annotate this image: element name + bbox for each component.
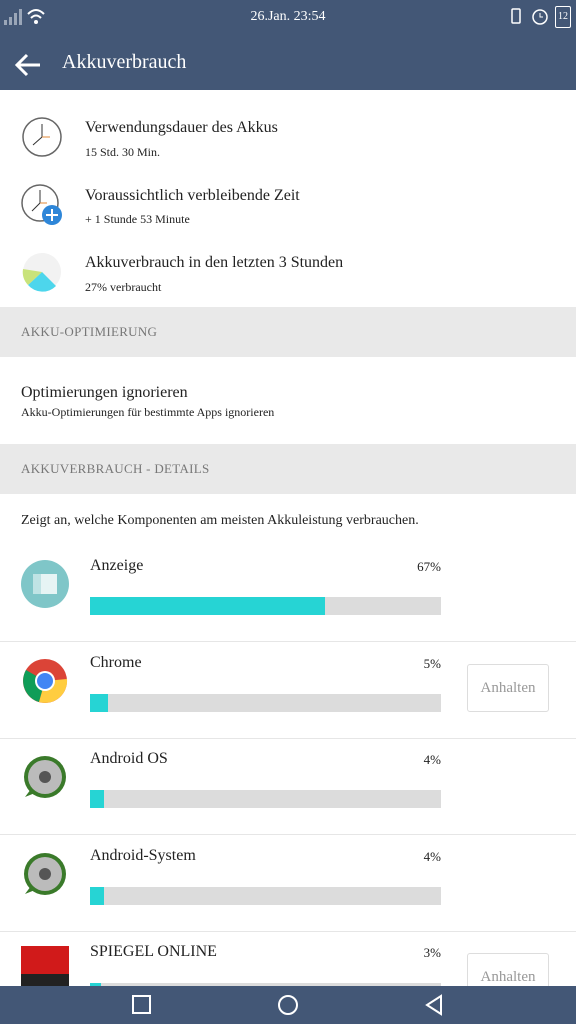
app-icon bbox=[24, 852, 66, 895]
summary-subtitle: 15 Std. 30 Min. bbox=[85, 145, 161, 159]
content: Verwendungsdauer des Akkus 15 Std. 30 Mi… bbox=[0, 90, 576, 986]
nav-bar bbox=[0, 986, 576, 1024]
usage-bar bbox=[90, 597, 326, 615]
summary-subtitle: 27% verbraucht bbox=[85, 280, 162, 294]
app-name: Android OS bbox=[90, 750, 168, 767]
usage-bar bbox=[90, 693, 108, 712]
clock: 26.Jan. 23:54 bbox=[250, 9, 326, 24]
status-icons bbox=[511, 8, 548, 25]
app-list: Anzeige 67% Chrome 5% Anhalten Android OS 4% An… bbox=[0, 545, 576, 986]
summary-title: Akkuverbrauch in den letzten 3 Stunden bbox=[85, 254, 344, 271]
title: Akkuverbrauch bbox=[62, 51, 187, 73]
bar-track bbox=[90, 790, 441, 808]
separator bbox=[0, 737, 576, 739]
signal-icons bbox=[4, 9, 45, 25]
app-percent: 4% bbox=[423, 752, 441, 767]
stop-button[interactable]: Anhalten bbox=[467, 953, 549, 986]
section-header: AKKU-OPTIMIERUNG bbox=[0, 307, 576, 357]
app-percent: 5% bbox=[423, 655, 441, 671]
app-name: Android-System bbox=[90, 846, 196, 864]
separator bbox=[0, 641, 576, 642]
summary-subtitle: + 1 Stunde 53 Minute bbox=[85, 212, 190, 226]
clock-icon bbox=[22, 117, 62, 157]
section-header: AKKUVERBRAUCH - DETAILS bbox=[0, 444, 576, 494]
setting-subtitle: Akku-Optimierungen für bestimmte Apps ig… bbox=[21, 405, 275, 419]
bar-track bbox=[90, 983, 441, 986]
status-bar: 26.Jan. 23:54 12 bbox=[0, 0, 576, 40]
app-name: Chrome bbox=[90, 653, 142, 671]
app-icon bbox=[21, 560, 69, 608]
bar-track bbox=[90, 693, 441, 712]
app-name: SPIEGEL ONLINE bbox=[90, 943, 217, 960]
setting-title[interactable]: Optimierungen ignorieren bbox=[21, 384, 188, 401]
section-title: AKKU-OPTIMIERUNG bbox=[21, 324, 158, 339]
app-icon bbox=[23, 658, 68, 703]
app-name: Anzeige bbox=[90, 557, 144, 574]
bar-track bbox=[90, 886, 441, 905]
app-icon bbox=[24, 756, 66, 798]
app-percent: 67% bbox=[417, 559, 441, 574]
summary-title: Voraussichtlich verbleibende Zeit bbox=[85, 187, 300, 204]
separator bbox=[0, 834, 576, 835]
app-icon bbox=[21, 946, 69, 986]
section-title: AKKUVERBRAUCH - DETAILS bbox=[21, 461, 210, 476]
usage-bar bbox=[90, 886, 105, 905]
summary-title: Verwendungsdauer des Akkus bbox=[85, 119, 278, 136]
pie-icon bbox=[22, 253, 61, 292]
usage-bar bbox=[90, 790, 105, 808]
stop-button[interactable]: Anhalten bbox=[467, 663, 549, 712]
nav-buttons bbox=[132, 994, 442, 1016]
battery: 12 bbox=[555, 6, 571, 28]
description: Zeigt an, welche Komponenten am meisten … bbox=[21, 513, 419, 528]
clock-plus-icon bbox=[21, 184, 62, 225]
usage-bar bbox=[90, 983, 101, 986]
app-percent: 3% bbox=[423, 945, 441, 960]
app-percent: 4% bbox=[423, 848, 441, 864]
separator bbox=[0, 930, 576, 932]
back-button[interactable] bbox=[14, 52, 44, 78]
app-bar: Akkuverbrauch bbox=[0, 40, 576, 90]
